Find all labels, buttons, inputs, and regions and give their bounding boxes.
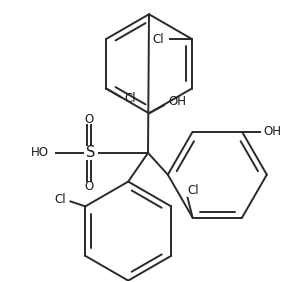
Text: HO: HO — [31, 146, 49, 159]
Text: O: O — [84, 113, 93, 126]
Text: OH: OH — [169, 95, 187, 108]
Text: Cl: Cl — [54, 193, 66, 206]
Text: OH: OH — [264, 125, 282, 138]
Text: Cl: Cl — [124, 92, 136, 105]
Text: S: S — [86, 146, 95, 160]
Text: O: O — [84, 180, 93, 193]
Text: Cl: Cl — [153, 32, 164, 45]
Text: Cl: Cl — [188, 184, 199, 197]
